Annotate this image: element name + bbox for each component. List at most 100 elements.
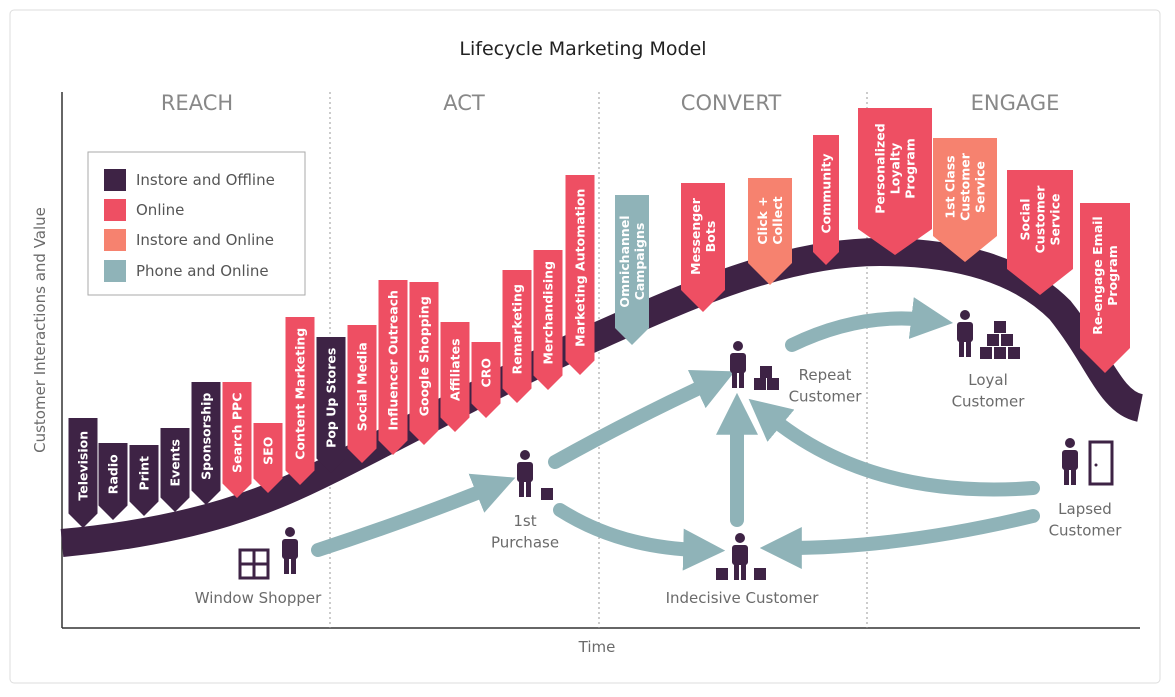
person-head [520, 450, 530, 460]
banner-label: CRO [479, 358, 494, 387]
banner-label: SEO [261, 437, 276, 465]
persona-label: Purchase [491, 534, 559, 552]
person-body [1062, 450, 1078, 470]
banner [222, 382, 252, 498]
persona-label: Window Shopper [195, 589, 322, 607]
person-icon [517, 450, 533, 497]
persona-label: Lapsed [1058, 500, 1112, 518]
person-leg [732, 371, 737, 388]
banner [316, 337, 346, 473]
box-icon [994, 321, 1006, 333]
person-leg [734, 563, 739, 580]
banner [285, 317, 315, 485]
person-body [730, 353, 746, 373]
banner [858, 108, 932, 255]
banner-label: Merchandising [541, 261, 556, 365]
person-head [735, 533, 745, 543]
arrows [311, 297, 1040, 571]
banner [191, 382, 221, 505]
person-leg [526, 480, 531, 497]
legend-swatch [104, 229, 126, 251]
banner [681, 183, 725, 312]
person-leg [1071, 468, 1076, 485]
banner-label: Service [973, 161, 988, 213]
banner-label: Customer [1033, 185, 1048, 254]
banner-label: Service [1048, 194, 1063, 246]
banner-label: Print [137, 456, 152, 491]
banner [1080, 203, 1130, 373]
banner-label: Radio [106, 454, 121, 494]
banner-label: Content Marketing [293, 328, 308, 460]
box-icon [1008, 347, 1020, 359]
person-leg [741, 563, 746, 580]
persona-label: Customer [952, 393, 1026, 411]
person-icon [957, 310, 973, 357]
banner-label: Program [903, 138, 918, 199]
banner-label: Click + [755, 196, 770, 244]
person-icon [282, 527, 298, 574]
banner [533, 250, 563, 390]
banner-label: Google Shopping [417, 296, 432, 416]
banner [378, 280, 408, 455]
banner-label: Messenger [688, 197, 703, 275]
banner-label: Sponsorship [199, 393, 214, 480]
persona-label: Customer [789, 388, 863, 406]
banner-label: 1st Class [943, 155, 958, 218]
x-axis-label: Time [578, 638, 616, 656]
banner [565, 175, 595, 375]
legend-swatch [104, 260, 126, 282]
person-leg [739, 371, 744, 388]
y-axis-label: Customer Interactions and Value [31, 207, 49, 453]
banner-label: Community [819, 153, 834, 233]
legend-swatch [104, 169, 126, 191]
person-icon [730, 341, 746, 388]
banner-label: Omnichannel [617, 215, 632, 307]
banner [347, 325, 377, 463]
banner [129, 445, 159, 516]
phase-label: REACH [161, 91, 233, 115]
box-icon [767, 378, 779, 390]
person-body [957, 322, 973, 342]
banner-label: Re-engage Email [1090, 216, 1105, 334]
person-head [960, 310, 970, 320]
person-leg [519, 480, 524, 497]
banner [471, 342, 501, 418]
persona-label: 1st [513, 512, 536, 530]
box-icon [1001, 334, 1013, 346]
person-icon [732, 533, 748, 580]
banner [1007, 170, 1073, 295]
banner [98, 443, 128, 520]
box-icon [541, 488, 553, 500]
person-leg [284, 557, 289, 574]
door-icon [1088, 440, 1114, 486]
banner [440, 322, 470, 432]
legend-label: Instore and Offline [136, 171, 275, 189]
lifecycle-curve [60, 237, 1145, 557]
banner-label: Loyalty [888, 143, 903, 195]
banner [409, 282, 439, 445]
banner-label: Personalized [873, 123, 888, 213]
phase-label: ACT [443, 91, 485, 115]
legend-swatch [104, 199, 126, 221]
person-body [732, 545, 748, 565]
person-icon [1062, 438, 1078, 485]
person-head [285, 527, 295, 537]
banner-label: Pop Up Stores [324, 348, 339, 448]
banner-label: Social Media [355, 342, 370, 431]
person-leg [1064, 468, 1069, 485]
phase-label: CONVERT [681, 91, 782, 115]
box-icon [754, 378, 766, 390]
banner-label: Television [76, 431, 91, 501]
banner [615, 195, 649, 345]
banner-label: Marketing Automation [573, 189, 588, 347]
banner-label: Bots [703, 221, 718, 253]
banner [68, 418, 98, 528]
box-icon [716, 568, 728, 580]
legend-label: Phone and Online [136, 262, 269, 280]
persona-label: Repeat [799, 366, 852, 384]
person-leg [291, 557, 296, 574]
box-icon [994, 347, 1006, 359]
banner-label: Customer [958, 152, 973, 221]
banner [813, 135, 839, 265]
